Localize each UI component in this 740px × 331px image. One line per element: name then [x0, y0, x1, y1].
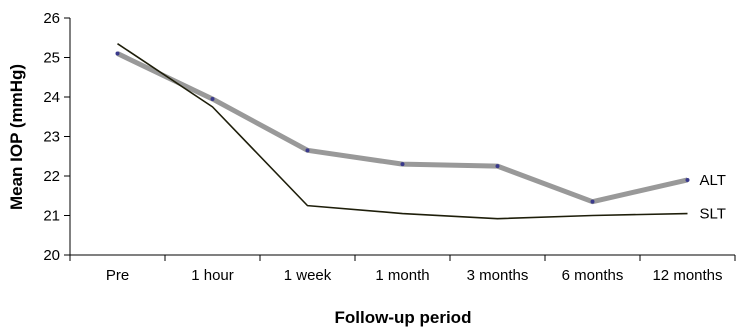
- y-axis: 20 21 22 23 24 25 26: [43, 10, 71, 264]
- y-tick-label: 24: [43, 89, 60, 106]
- y-tick-label: 26: [43, 10, 60, 27]
- data-point-alt: [590, 199, 595, 204]
- y-tick-label: 23: [43, 129, 60, 146]
- data-point-alt: [115, 51, 120, 56]
- data-point-alt: [210, 96, 215, 101]
- y-tick-label: 22: [43, 168, 60, 185]
- data-point-alt: [400, 162, 405, 167]
- series-label-slt: SLT: [700, 206, 726, 223]
- x-tick-label: 1 month: [375, 267, 429, 284]
- x-tick-label: 12 months: [652, 267, 722, 284]
- series-layer: ALT SLT: [115, 43, 726, 223]
- x-tick-label: Pre: [106, 267, 129, 284]
- x-tick-label: 6 months: [562, 267, 624, 284]
- x-tick-label: 1 week: [284, 267, 332, 284]
- y-tick-label: 20: [43, 247, 60, 264]
- data-point-alt: [305, 148, 310, 153]
- series-line-slt: [117, 43, 688, 220]
- y-tick-label: 21: [43, 208, 60, 225]
- y-tick-label: 25: [43, 50, 60, 67]
- x-axis: Pre 1 hour 1 week 1 month 3 months 6 months 12…: [69, 254, 736, 284]
- series-label-alt: ALT: [700, 172, 726, 189]
- x-tick-label: 1 hour: [191, 267, 234, 284]
- x-axis-title: Follow-up period: [335, 308, 472, 327]
- data-point-alt: [495, 164, 500, 169]
- y-axis-title: Mean IOP (mmHg): [7, 64, 26, 210]
- x-tick-label: 3 months: [467, 267, 529, 284]
- series-line-alt: [116, 51, 689, 205]
- data-point-alt: [685, 177, 690, 182]
